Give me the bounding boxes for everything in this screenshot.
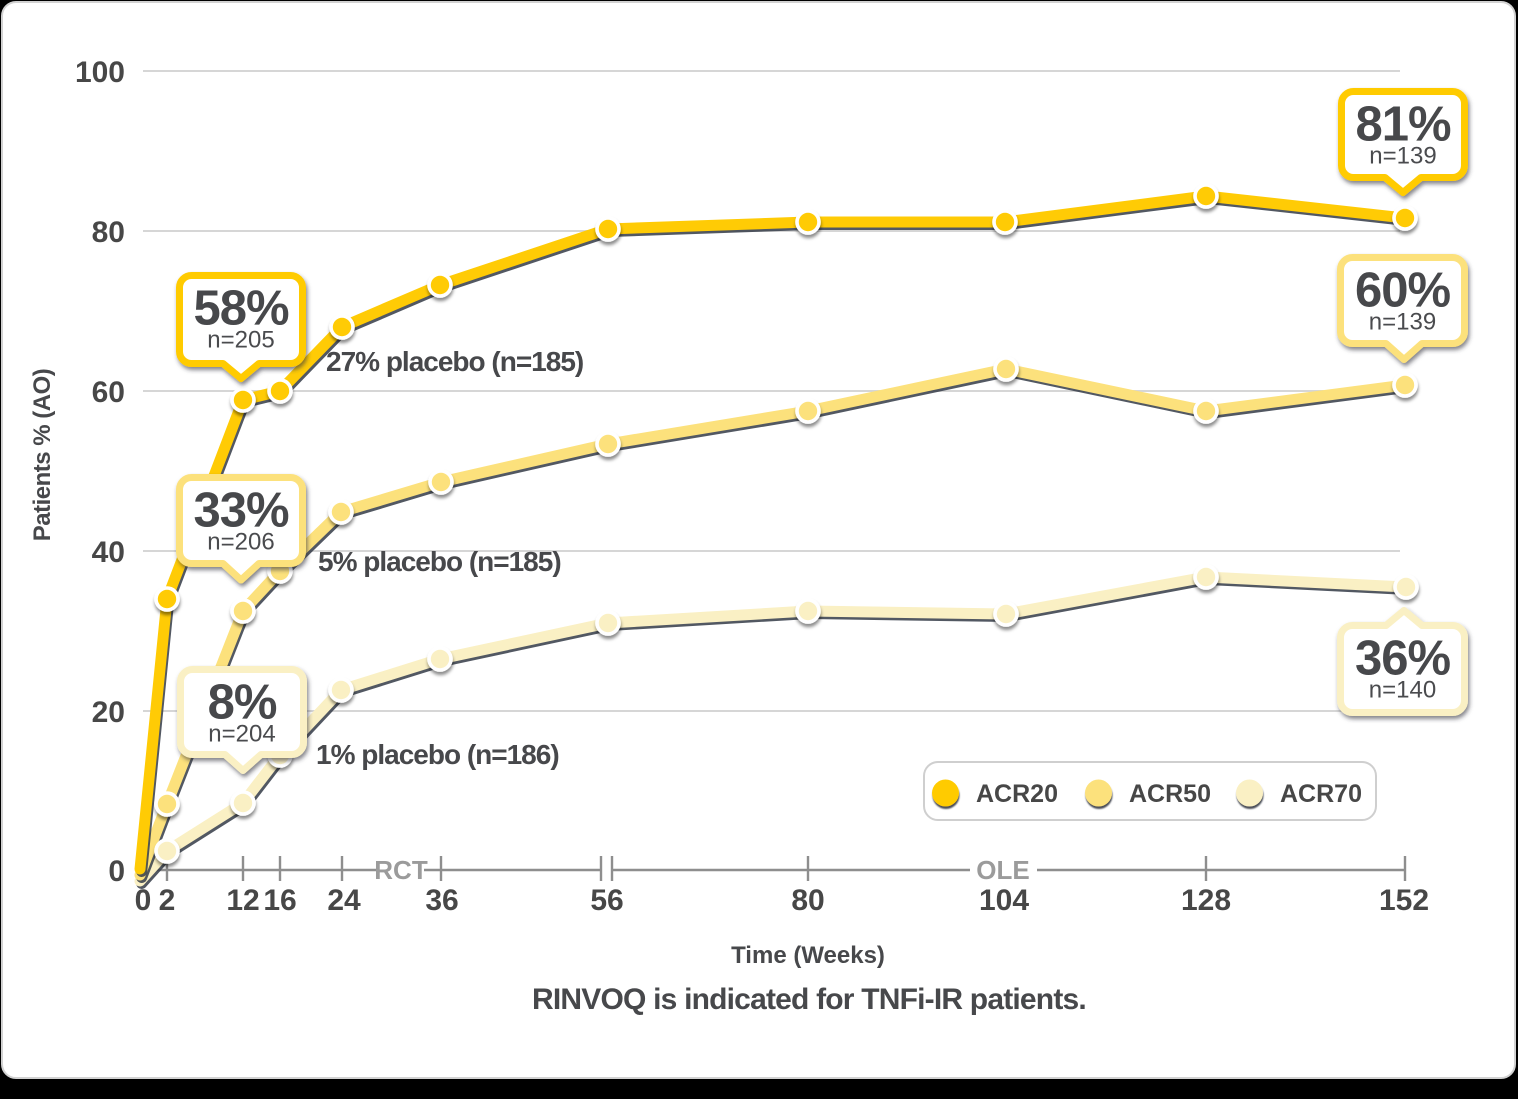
svg-text:104: 104 [979,884,1029,917]
svg-text:100: 100 [75,56,125,89]
svg-text:2: 2 [159,884,176,917]
svg-text:RINVOQ is indicated for TNFi-I: RINVOQ is indicated for TNFi-IR patients… [532,983,1086,1016]
svg-text:36: 36 [425,884,458,917]
svg-text:ACR50: ACR50 [1129,780,1211,808]
svg-text:0: 0 [135,884,152,917]
svg-text:8%: 8% [208,676,277,730]
svg-text:81%: 81% [1355,98,1451,152]
svg-text:0: 0 [108,855,125,888]
svg-text:16: 16 [263,884,296,917]
svg-text:36%: 36% [1355,632,1451,686]
svg-text:80: 80 [92,216,125,249]
svg-text:ACR20: ACR20 [976,780,1058,808]
svg-text:152: 152 [1379,884,1429,917]
svg-text:128: 128 [1181,884,1231,917]
svg-text:Patients % (AO): Patients % (AO) [29,369,56,542]
svg-text:33%: 33% [193,484,289,538]
svg-text:n=139: n=139 [1369,143,1436,170]
svg-text:20: 20 [92,696,125,729]
svg-text:1% placebo (n=186): 1% placebo (n=186) [316,739,559,770]
svg-text:Time (Weeks): Time (Weeks) [731,942,885,969]
svg-text:ACR70: ACR70 [1280,780,1362,808]
svg-text:12: 12 [226,884,259,917]
svg-text:56: 56 [590,884,623,917]
svg-text:OLE: OLE [976,855,1029,885]
svg-text:24: 24 [327,884,361,917]
svg-text:40: 40 [92,536,125,569]
svg-text:n=139: n=139 [1369,309,1436,336]
svg-text:n=206: n=206 [207,529,274,556]
svg-text:n=204: n=204 [208,721,275,748]
svg-text:n=205: n=205 [207,327,274,354]
svg-text:27% placebo (n=185): 27% placebo (n=185) [326,346,583,377]
svg-text:n=140: n=140 [1369,677,1436,704]
svg-text:60%: 60% [1355,264,1451,318]
svg-text:58%: 58% [193,282,289,336]
svg-text:80: 80 [791,884,824,917]
svg-text:5% placebo (n=185): 5% placebo (n=185) [318,546,561,577]
svg-text:RCT: RCT [374,855,428,885]
svg-text:60: 60 [92,376,125,409]
